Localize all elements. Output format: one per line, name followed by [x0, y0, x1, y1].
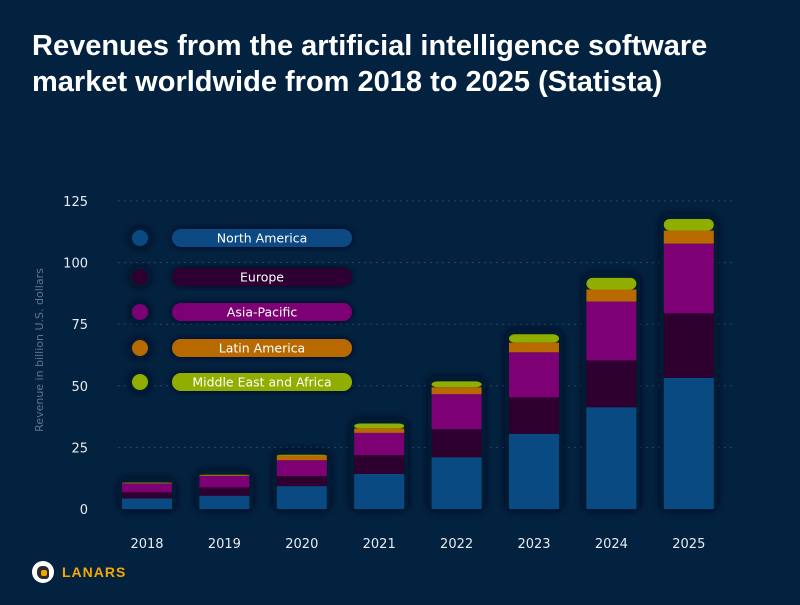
bar-segment-asia-pacific [354, 432, 405, 456]
bar-segment-middle-east-and-africa [354, 423, 405, 429]
x-tick-label: 2022 [440, 537, 473, 552]
x-tick-label: 2018 [130, 537, 163, 552]
bar-segment-north-america [431, 457, 482, 509]
bar-segment-europe [431, 429, 482, 458]
legend-marker [132, 374, 148, 390]
legend-marker [132, 230, 148, 246]
x-tick-label: 2019 [208, 537, 241, 552]
bar-segment-latin-america [663, 230, 714, 244]
logo-text: LANARS [62, 564, 127, 580]
bar-segment-europe [509, 397, 559, 434]
y-tick-label: 25 [71, 441, 88, 456]
bar-segment-north-america [586, 407, 637, 509]
bar-segment-north-america [354, 474, 405, 509]
lion-logo-icon [32, 561, 54, 583]
legend-pill [172, 339, 352, 357]
y-tick-label: 100 [63, 257, 88, 272]
bar-segment-europe [122, 492, 172, 499]
x-tick-label: 2023 [517, 537, 550, 552]
y-axis-label: Revenue in billion U.S. dollars [33, 268, 46, 432]
x-tick-label: 2025 [672, 537, 705, 552]
bar-segment-latin-america [354, 428, 405, 433]
bar-segment-asia-pacific [663, 243, 714, 314]
legend-pill [172, 303, 352, 321]
bar-segment-middle-east-and-africa [122, 482, 172, 484]
bar-segment-asia-pacific [509, 352, 559, 398]
bar-segment-middle-east-and-africa [431, 381, 482, 388]
bar-segment-europe [199, 487, 250, 496]
legend-label: North America [217, 231, 308, 246]
bar-segment-middle-east-and-africa [663, 218, 714, 231]
bar-segment-latin-america [199, 475, 250, 476]
bar-segment-europe [663, 313, 714, 378]
legend-label: Europe [240, 270, 284, 285]
bar-segment-asia-pacific [431, 394, 482, 430]
legend-label: Middle East and Africa [192, 375, 331, 390]
bar-segment-middle-east-and-africa [199, 474, 250, 476]
bar-segment-middle-east-and-africa [509, 334, 559, 343]
legend-marker [132, 304, 148, 320]
legend-pill [172, 373, 352, 391]
bar-segment-asia-pacific [586, 301, 637, 361]
bar-segment-middle-east-and-africa [586, 277, 637, 290]
x-tick-label: 2020 [285, 537, 318, 552]
bar-segment-europe [276, 475, 327, 487]
legend-pill [172, 268, 352, 286]
y-tick-label: 0 [80, 503, 88, 518]
bar-segment-north-america [199, 495, 250, 509]
chart-title: Revenues from the artificial intelligenc… [32, 30, 708, 98]
bar-segment-north-america [509, 433, 559, 509]
bar-segment-north-america [122, 498, 172, 509]
legend-label: Latin America [219, 341, 305, 356]
bar-segment-latin-america [276, 455, 327, 461]
y-tick-label: 75 [71, 318, 88, 333]
bar-segment-latin-america [586, 289, 637, 302]
y-tick-label: 50 [71, 380, 88, 395]
bar-segment-latin-america [509, 342, 559, 353]
bar-segment-asia-pacific [276, 460, 327, 476]
legend-pill [172, 229, 352, 247]
bar-segment-asia-pacific [122, 483, 172, 493]
legend-marker [132, 269, 148, 285]
bar-segment-europe [586, 360, 637, 408]
x-tick-label: 2021 [363, 537, 396, 552]
bar-segment-north-america [276, 486, 327, 509]
legend-marker [132, 340, 148, 356]
bar-segment-north-america [663, 377, 714, 509]
bar-segment-middle-east-and-africa [276, 454, 327, 456]
lanars-logo: LANARS [32, 561, 126, 583]
legend-label: Asia-Pacific [227, 305, 298, 320]
x-tick-label: 2024 [595, 537, 628, 552]
bar-segment-europe [354, 455, 405, 475]
y-tick-label: 125 [63, 195, 88, 210]
bar-segment-asia-pacific [199, 475, 250, 488]
bar-segment-latin-america [431, 387, 482, 395]
